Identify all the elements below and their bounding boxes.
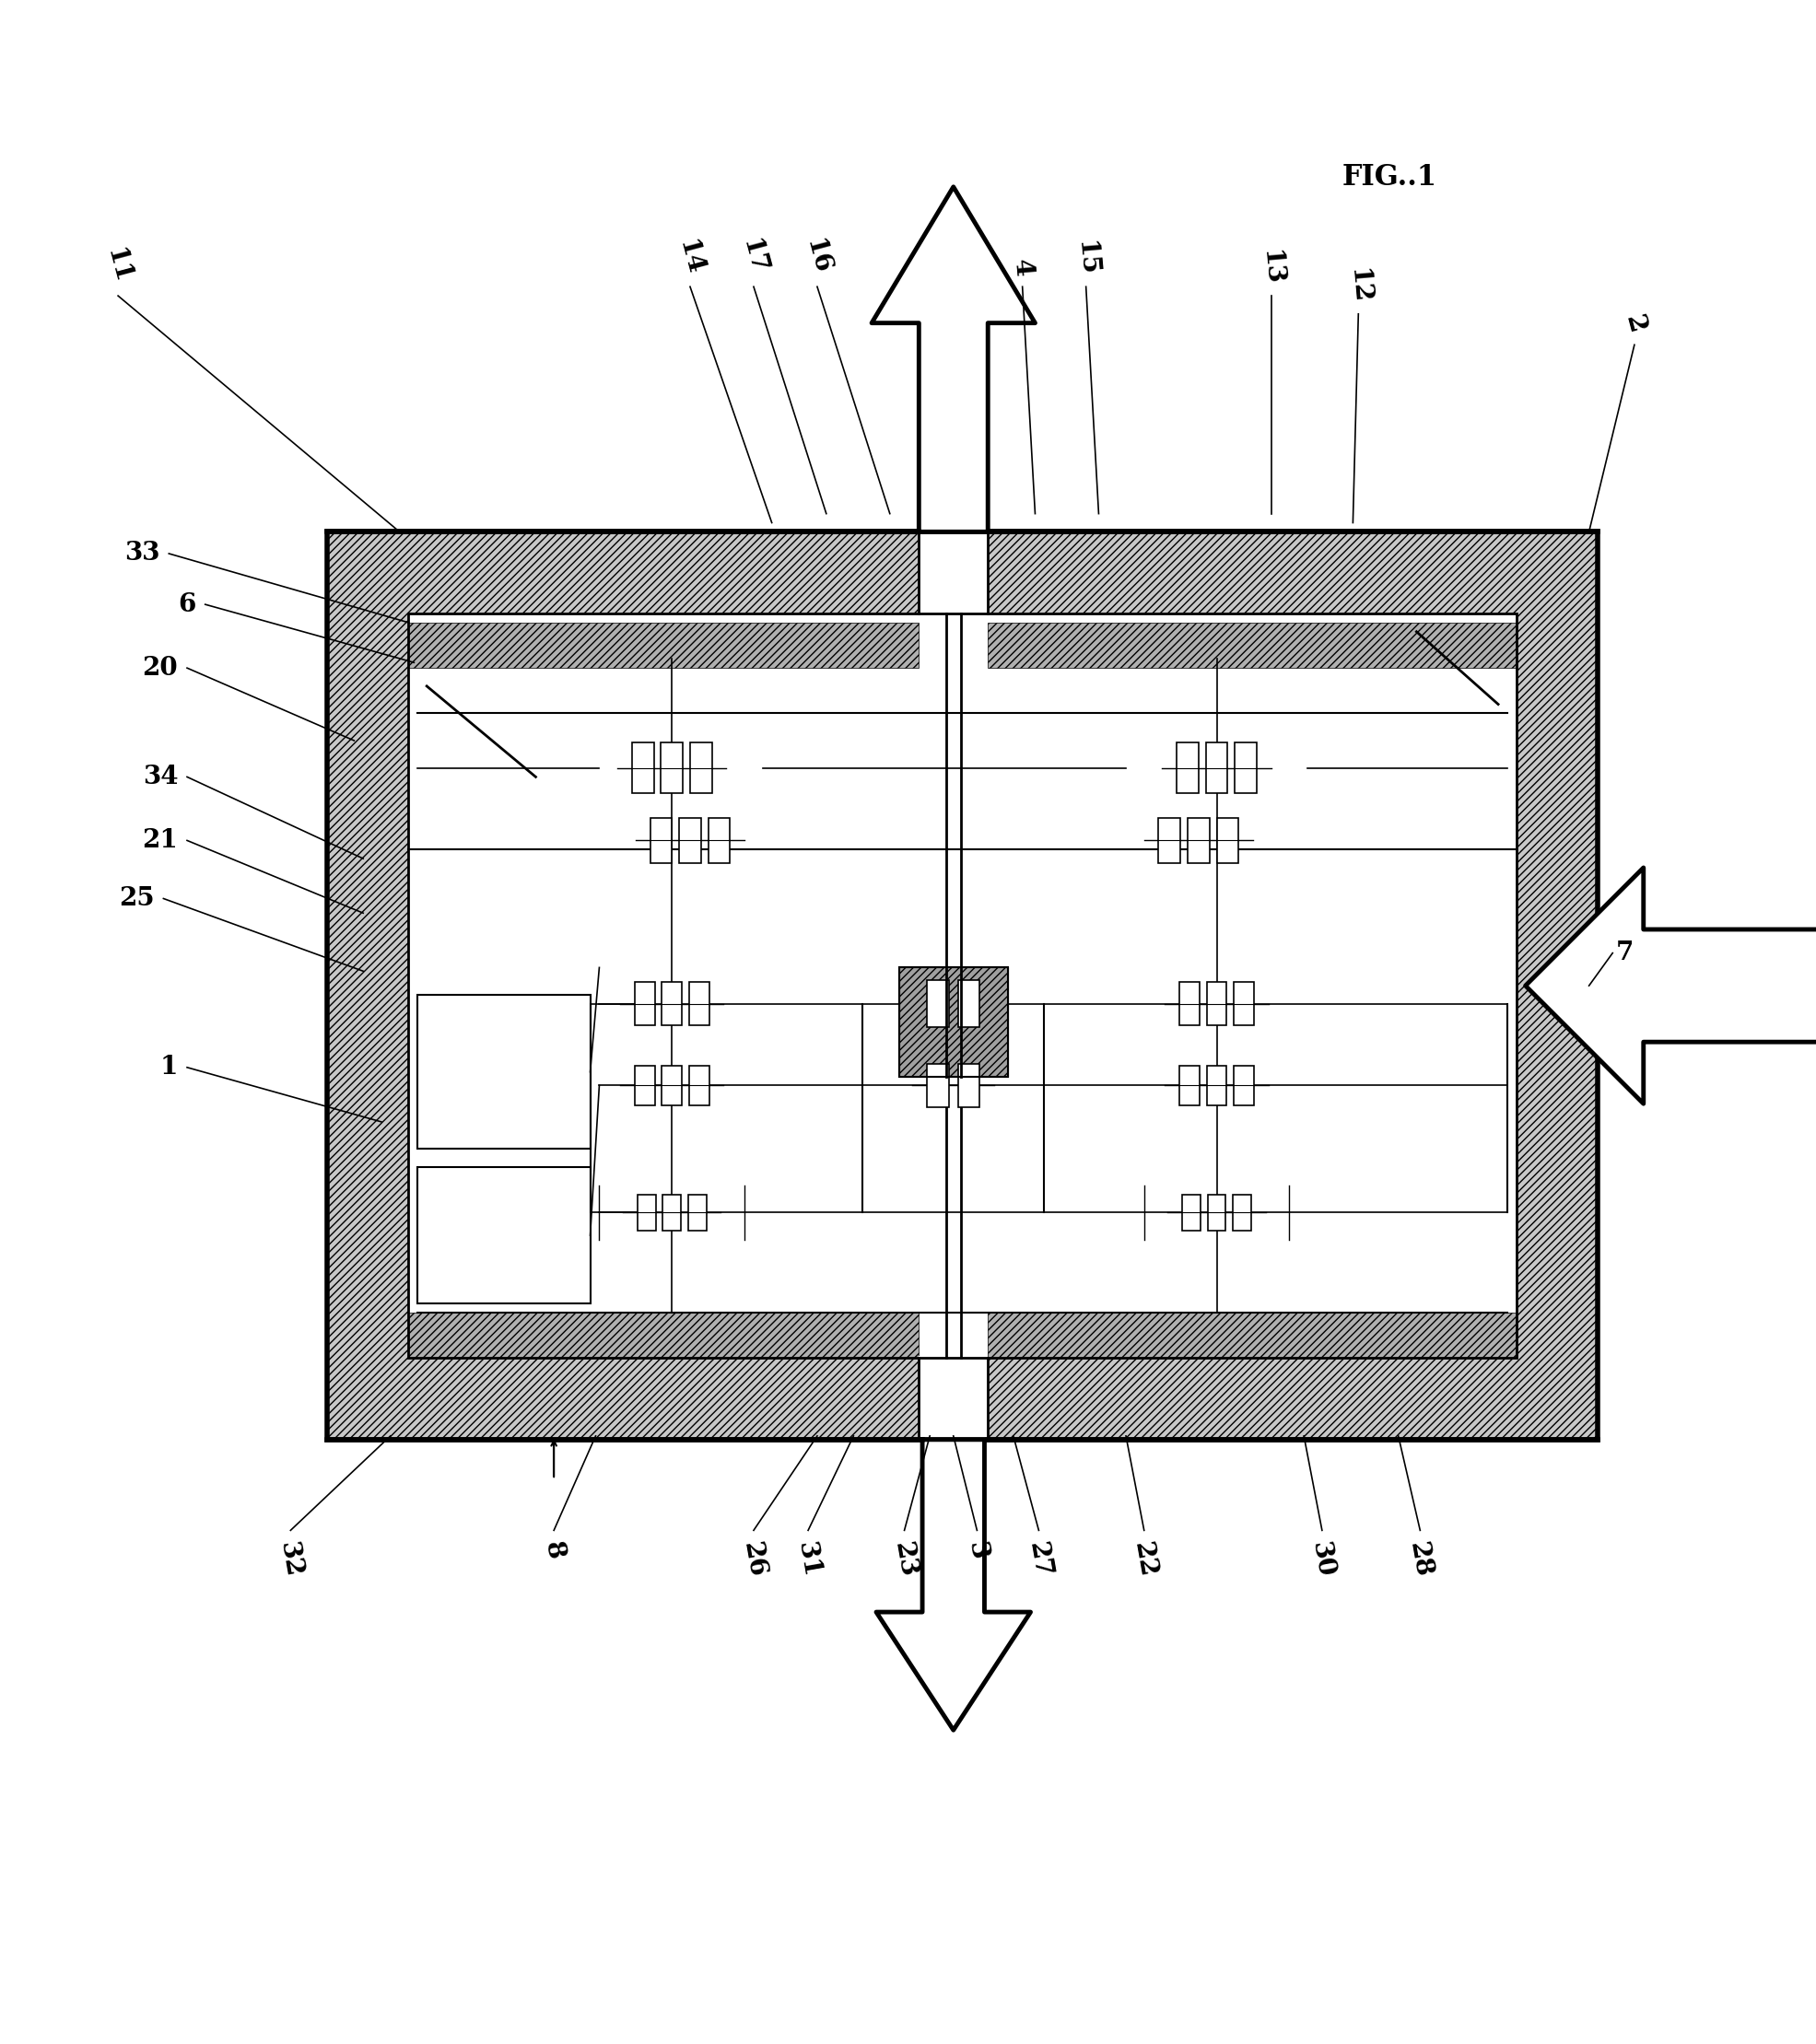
Bar (899, 967, 1008, 1077)
Bar (1208, 1065, 1228, 1106)
Bar (637, 1194, 656, 1230)
Bar (988, 1312, 1516, 1357)
Text: 7: 7 (1616, 940, 1634, 965)
Bar (959, 1063, 981, 1108)
Bar (409, 613, 1516, 1357)
Bar (418, 1167, 590, 1304)
Bar (928, 1063, 948, 1108)
Bar (928, 981, 948, 1028)
Bar (690, 742, 712, 793)
Text: 15: 15 (1071, 239, 1100, 278)
Bar (327, 531, 1598, 1439)
Text: 13: 13 (1257, 249, 1286, 286)
Bar (634, 1065, 654, 1106)
Text: 8: 8 (539, 1539, 568, 1562)
Text: 21: 21 (142, 828, 178, 852)
Bar (1159, 818, 1180, 863)
Polygon shape (1525, 867, 1816, 1104)
Bar (708, 818, 730, 863)
Text: 34: 34 (142, 764, 178, 789)
Polygon shape (875, 1439, 1031, 1729)
Bar (919, 515, 988, 615)
Bar (661, 1065, 683, 1106)
Polygon shape (872, 186, 1035, 531)
Bar (1206, 742, 1228, 793)
Bar (327, 531, 1598, 1439)
Bar (1208, 1194, 1226, 1230)
Text: 12: 12 (1344, 268, 1373, 305)
Text: 22: 22 (1130, 1539, 1159, 1578)
Text: 25: 25 (118, 887, 154, 912)
Text: 3: 3 (962, 1539, 992, 1562)
Bar (663, 1194, 681, 1230)
Bar (1233, 1194, 1251, 1230)
Bar (409, 613, 1516, 1357)
Bar (661, 742, 683, 793)
Bar (650, 818, 672, 863)
Bar (1208, 981, 1228, 1026)
Text: 17: 17 (737, 237, 770, 278)
Bar (899, 967, 1008, 1077)
Text: 27: 27 (1024, 1539, 1053, 1578)
Bar (1235, 1065, 1255, 1106)
Bar (688, 1065, 708, 1106)
Text: 1: 1 (160, 1055, 178, 1079)
Bar (688, 1194, 706, 1230)
Text: 31: 31 (794, 1539, 823, 1578)
Bar (632, 742, 654, 793)
Bar (988, 623, 1516, 668)
Text: 16: 16 (801, 237, 834, 278)
Text: 4: 4 (1010, 258, 1035, 278)
Text: 26: 26 (739, 1539, 768, 1578)
Bar (409, 623, 919, 668)
Bar (409, 1312, 919, 1357)
Bar (1217, 818, 1239, 863)
Text: 2: 2 (1620, 313, 1649, 335)
Bar (1180, 981, 1199, 1026)
Bar (1180, 1065, 1199, 1106)
Text: 14: 14 (674, 237, 706, 278)
Text: 20: 20 (142, 656, 178, 681)
Bar (959, 981, 981, 1028)
Text: 6: 6 (178, 593, 196, 617)
Bar (634, 981, 654, 1026)
Text: 23: 23 (890, 1539, 919, 1578)
Bar (661, 981, 683, 1026)
Text: 33: 33 (123, 542, 160, 566)
Text: FIG..1: FIG..1 (1342, 164, 1436, 192)
Bar (1235, 742, 1257, 793)
Bar (1188, 818, 1209, 863)
Bar (919, 1355, 988, 1441)
Bar (1182, 1194, 1200, 1230)
Text: 30: 30 (1308, 1539, 1337, 1578)
Bar (418, 995, 590, 1149)
Bar (1235, 981, 1255, 1026)
Bar (679, 818, 701, 863)
Text: 28: 28 (1406, 1539, 1435, 1578)
Text: 32: 32 (276, 1539, 305, 1578)
Bar (688, 981, 708, 1026)
Bar (1177, 742, 1199, 793)
Text: 11: 11 (102, 245, 134, 286)
